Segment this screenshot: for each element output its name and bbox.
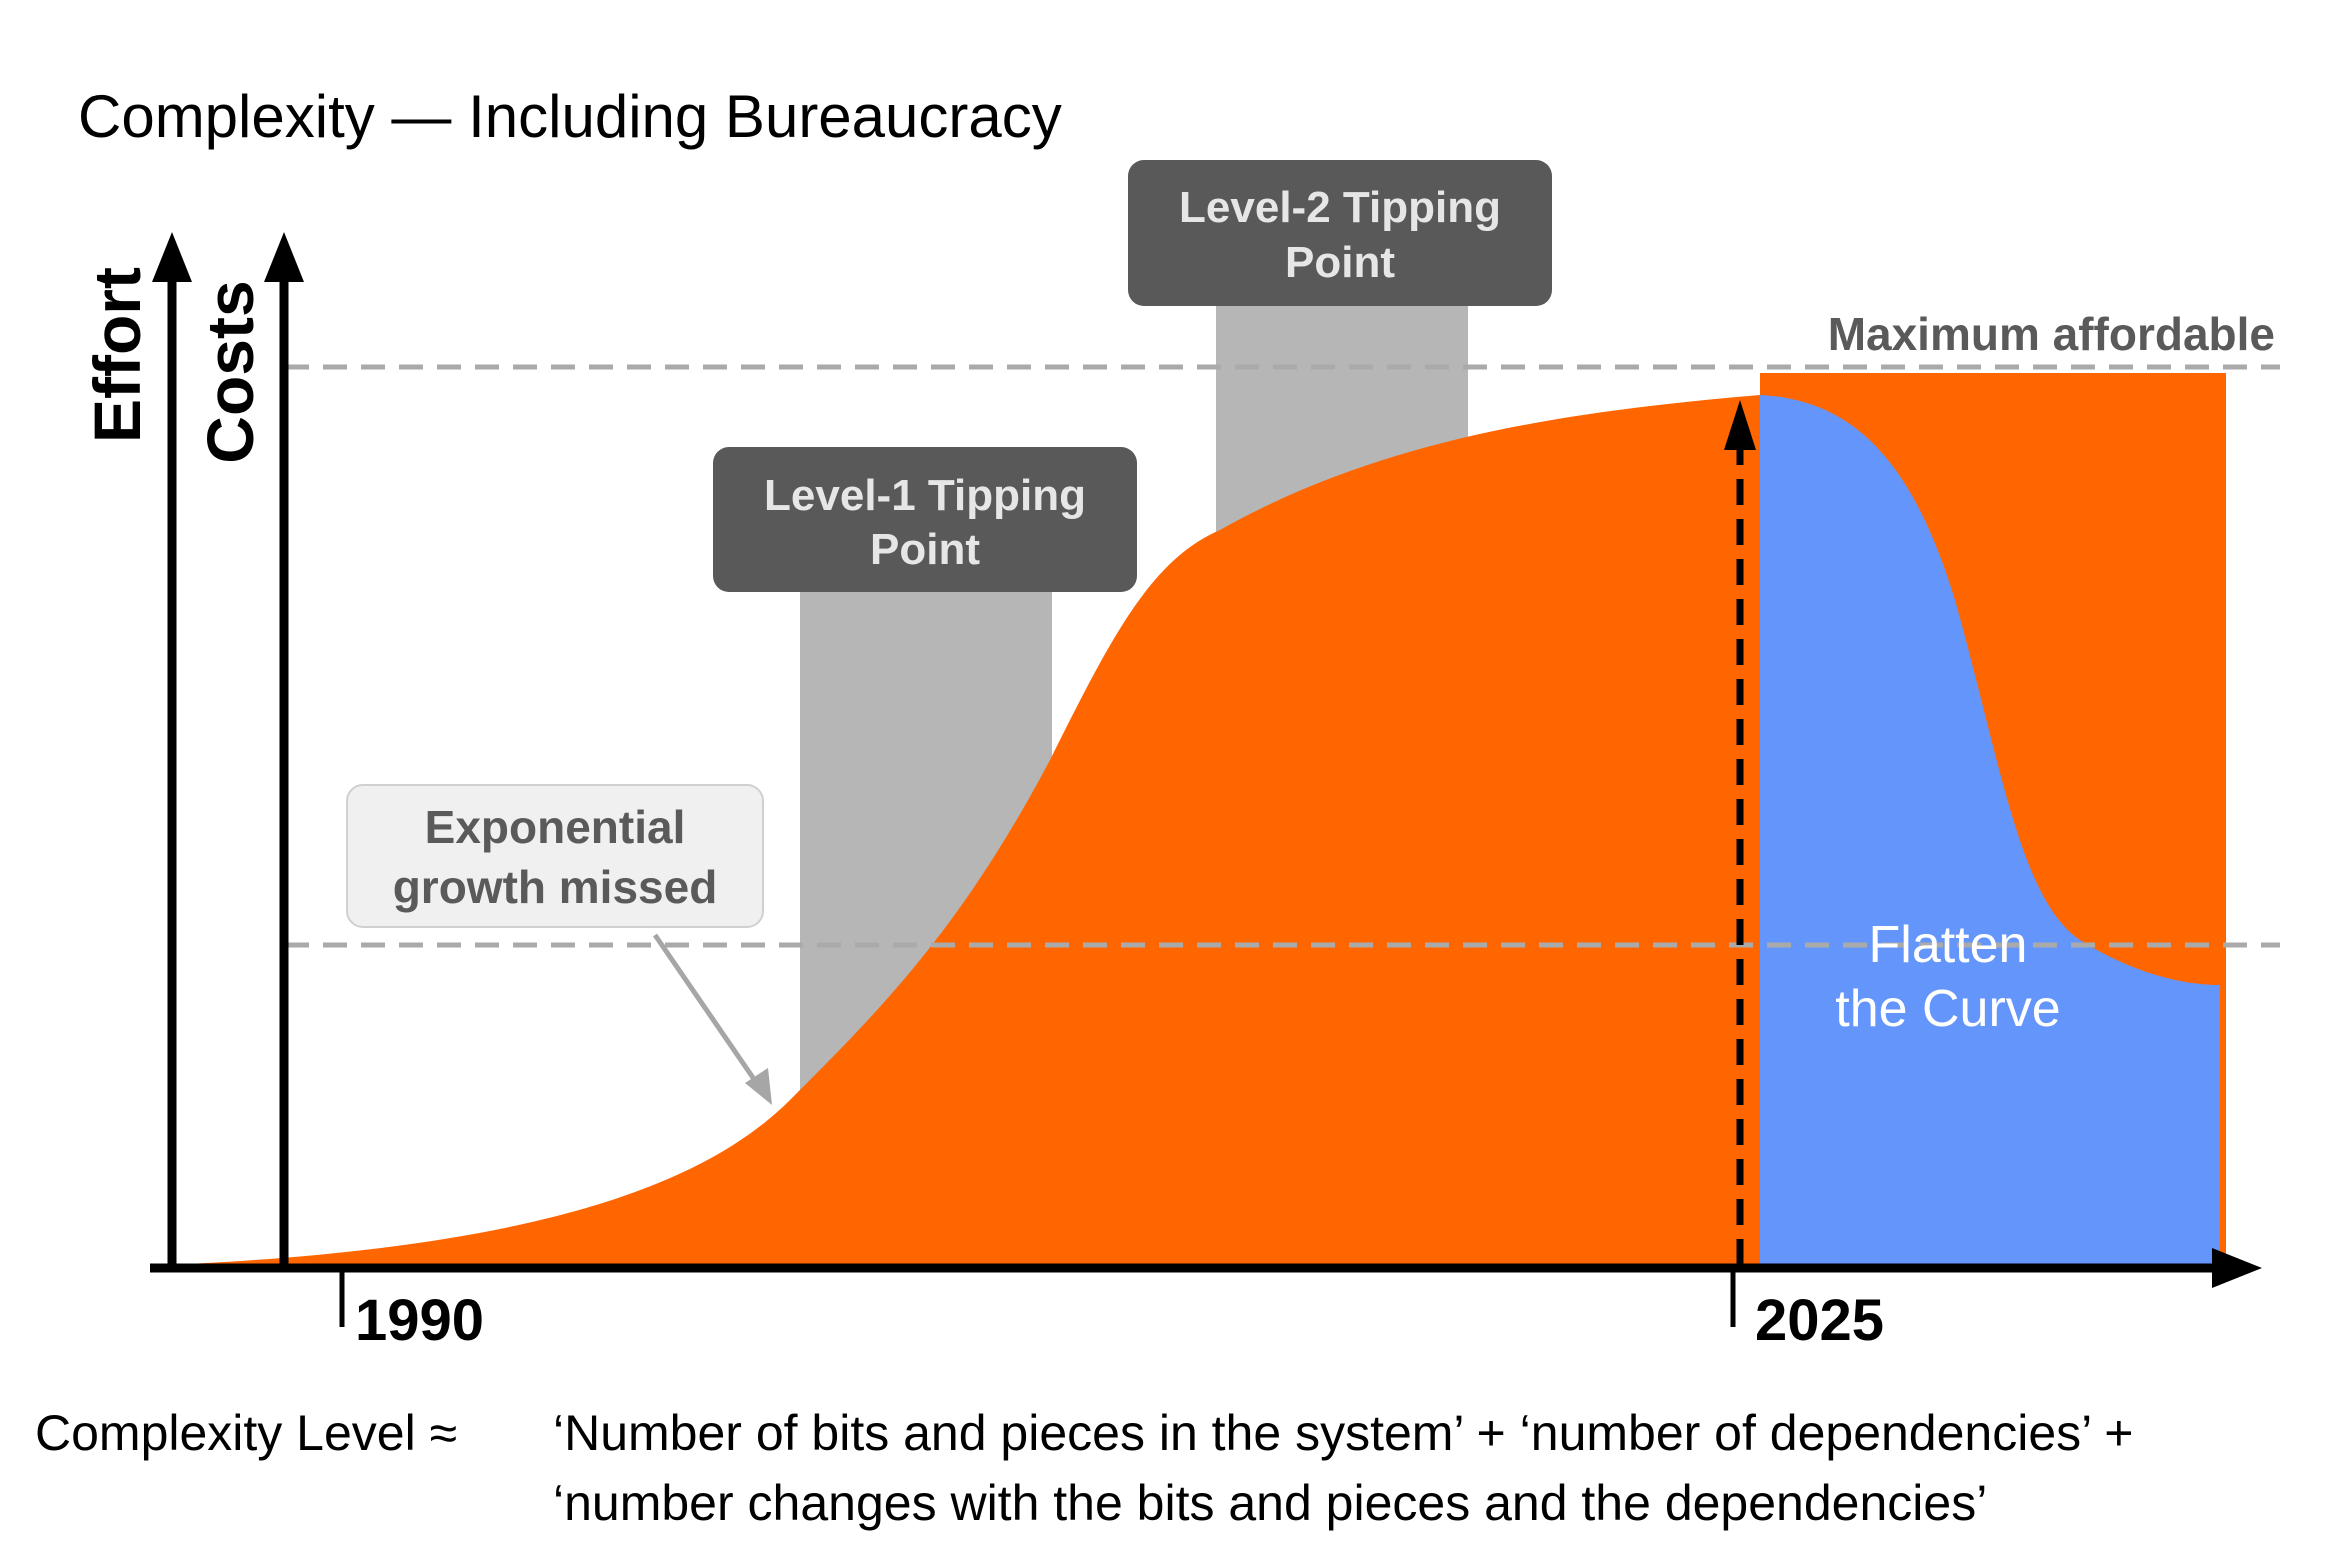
- level1-tipping-label-line2: Point: [870, 525, 980, 574]
- y-axis-costs-label: Costs: [193, 280, 267, 463]
- complexity-growth-area: [165, 395, 1760, 1265]
- level2-tipping-label-line2: Point: [1285, 238, 1395, 287]
- callout-arrow: [652, 933, 772, 1105]
- formula-line2: ‘number changes with the bits and pieces…: [553, 1475, 1987, 1531]
- y-axis-costs: [264, 232, 304, 1266]
- level2-tipping-box: Level-2 Tipping Point: [1128, 160, 1552, 306]
- level2-tipping-label-line1: Level-2 Tipping: [1179, 183, 1501, 232]
- y-axis-effort: [152, 232, 192, 1272]
- flatten-curve-area: [1760, 395, 2220, 1265]
- diagram-title: Complexity — Including Bureaucracy: [78, 83, 1062, 150]
- formula-line1: ‘Number of bits and pieces in the system…: [553, 1405, 2134, 1461]
- maximum-affordable-label: Maximum affordable: [1828, 308, 2275, 360]
- flatten-label-line2: the Curve: [1835, 980, 2060, 1038]
- x-label-1990: 1990: [355, 1288, 484, 1353]
- year-2025-marker-arrowhead: [1724, 400, 1756, 450]
- x-axis: [150, 1248, 2262, 1288]
- x-label-2025: 2025: [1755, 1288, 1884, 1353]
- exponential-growth-callout: Exponential growth missed: [346, 784, 764, 928]
- y-axis-effort-label: Effort: [80, 267, 154, 443]
- level1-tipping-label-line1: Level-1 Tipping: [764, 471, 1086, 520]
- formula-prefix: Complexity Level ≈: [35, 1405, 457, 1461]
- callout-line2: growth missed: [393, 861, 718, 913]
- level1-tipping-box: Level-1 Tipping Point: [713, 447, 1137, 592]
- flatten-label-line1: Flatten: [1869, 916, 2028, 974]
- callout-line1: Exponential: [425, 801, 686, 853]
